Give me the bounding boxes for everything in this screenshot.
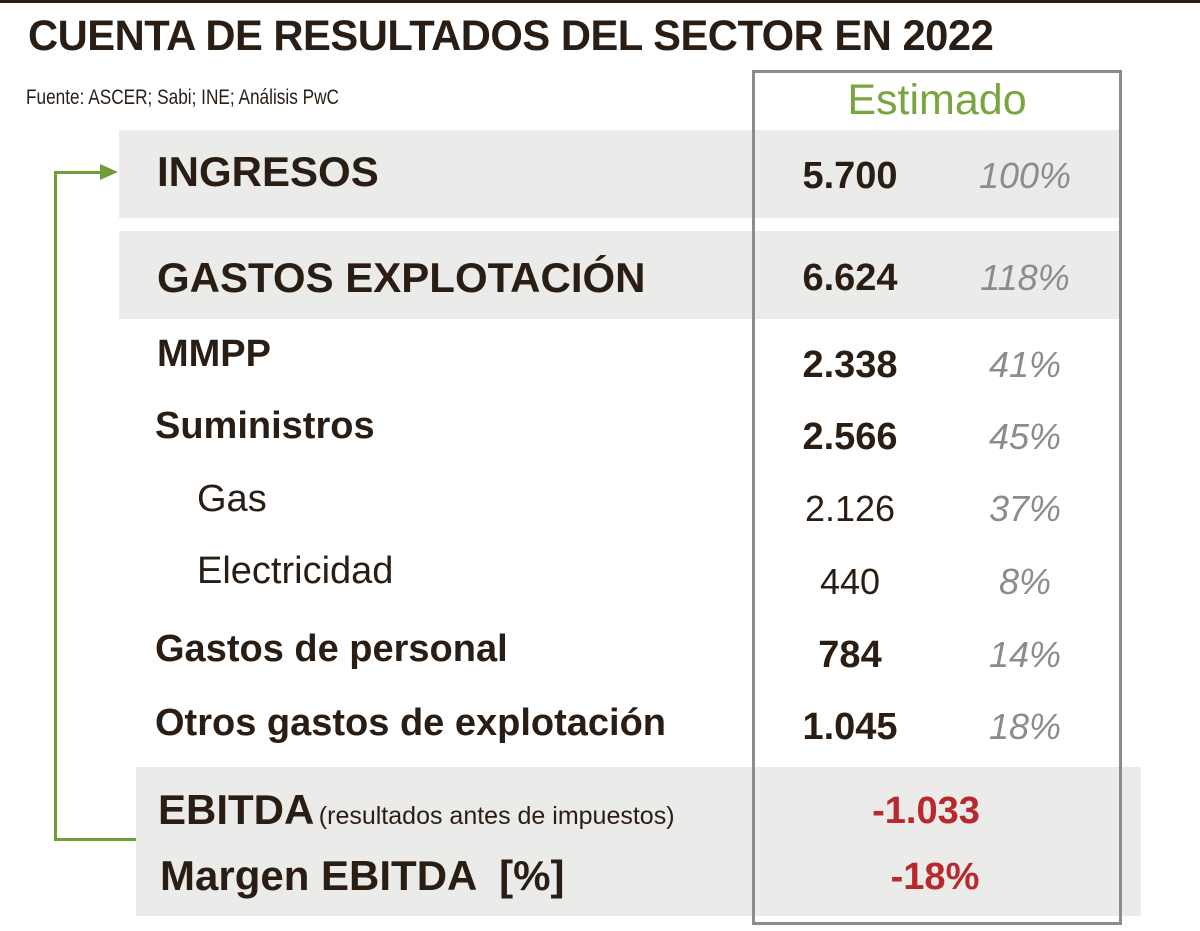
row-value-gastos-personal: 784 bbox=[818, 634, 882, 676]
row-value-electricidad: 440 bbox=[819, 561, 881, 602]
row-pct-gastos-personal: 14% bbox=[988, 634, 1062, 675]
row-label-otros-gastos: Otros gastos de explotación bbox=[155, 702, 666, 744]
row-pct-mmpp: 41% bbox=[988, 344, 1062, 385]
row-value-mmpp: 2.338 bbox=[802, 344, 898, 386]
row-pct-otros-gastos: 18% bbox=[988, 706, 1062, 747]
row-label-gastos-explotacion: GASTOS EXPLOTACIÓN bbox=[157, 254, 646, 301]
ebitda-note: (resultados antes de impuestos) bbox=[318, 802, 675, 830]
row-pct-suministros: 45% bbox=[988, 416, 1062, 457]
row-label-gastos-personal: Gastos de personal bbox=[155, 628, 508, 670]
row-label-ingresos: INGRESOS bbox=[157, 148, 379, 195]
row-value-ingresos: 5.700 bbox=[802, 155, 898, 197]
arrow-right-icon bbox=[100, 164, 118, 180]
connector-line bbox=[54, 171, 57, 841]
row-pct-gastos-explotacion: 118% bbox=[980, 257, 1070, 298]
ebitda-label-line: EBITDA (resultados antes de impuestos) bbox=[158, 786, 675, 834]
ebitda-label: EBITDA bbox=[158, 786, 315, 833]
band-gastos bbox=[119, 231, 1122, 319]
column-header-estimado: Estimado bbox=[847, 76, 1027, 124]
row-value-gas: 2.126 bbox=[804, 488, 896, 529]
source-note: Fuente: ASCER; Sabi; INE; Análisis PwC bbox=[26, 86, 339, 109]
connector-line-bottom bbox=[54, 838, 136, 841]
band-ingresos bbox=[119, 130, 1122, 218]
margin-label: Margen EBITDA [%] bbox=[160, 852, 565, 899]
page-title: CUENTA DE RESULTADOS DEL SECTOR EN 2022 bbox=[28, 12, 994, 60]
row-label-mmpp: MMPP bbox=[157, 333, 271, 375]
connector-line-top bbox=[54, 171, 104, 174]
ebitda-value: -1.033 bbox=[872, 790, 980, 832]
top-rule bbox=[0, 0, 1200, 3]
row-value-suministros: 2.566 bbox=[802, 416, 898, 458]
row-value-otros-gastos: 1.045 bbox=[802, 706, 898, 748]
row-value-gastos-explotacion: 6.624 bbox=[802, 257, 898, 299]
row-pct-ingresos: 100% bbox=[978, 155, 1072, 196]
row-label-gas: Gas bbox=[197, 478, 267, 520]
estimado-column-frame bbox=[752, 70, 1122, 925]
margin-value: -18% bbox=[890, 856, 980, 898]
row-label-suministros: Suministros bbox=[155, 405, 375, 447]
row-label-electricidad: Electricidad bbox=[197, 550, 394, 592]
row-pct-electricidad: 8% bbox=[998, 561, 1052, 602]
band-ebitda bbox=[136, 767, 1141, 916]
row-pct-gas: 37% bbox=[988, 488, 1062, 529]
